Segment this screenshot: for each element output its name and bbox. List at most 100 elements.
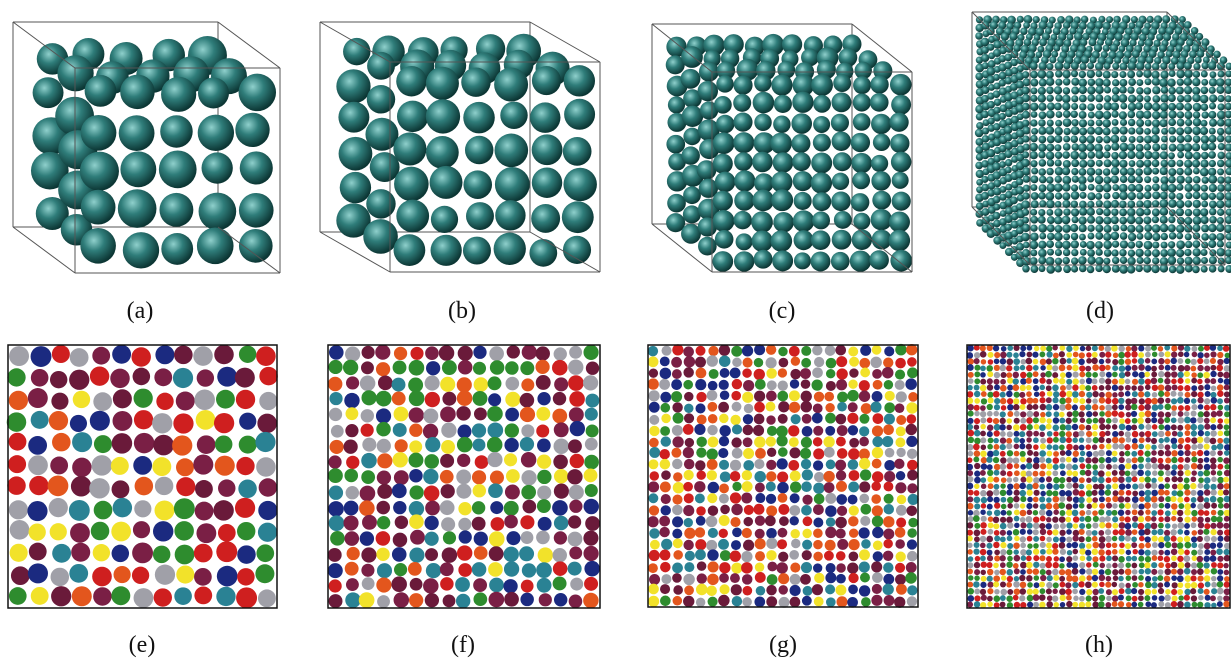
sphere [1168, 160, 1176, 168]
particle [967, 385, 973, 391]
particle [836, 551, 846, 561]
particle [392, 378, 406, 392]
particle [1106, 464, 1112, 470]
particle [813, 426, 823, 436]
particle [218, 524, 236, 542]
particle [1138, 516, 1144, 522]
sphere [1136, 127, 1144, 135]
particle [1039, 602, 1045, 608]
particle [882, 584, 893, 595]
particle [1007, 497, 1014, 504]
particle [986, 543, 992, 549]
particle [1026, 385, 1032, 391]
sphere [1201, 224, 1209, 232]
sphere [1095, 168, 1102, 175]
particle [684, 493, 694, 503]
particle [1165, 542, 1171, 548]
particle [1139, 569, 1145, 575]
particle [847, 413, 858, 424]
particle [993, 523, 999, 529]
particle [1052, 589, 1057, 594]
particle [895, 527, 906, 538]
particle [1124, 351, 1130, 357]
particle [1158, 404, 1164, 410]
particle [48, 475, 69, 496]
sphere [668, 96, 685, 113]
particle [1198, 458, 1204, 464]
particle [1033, 437, 1039, 443]
sphere [1137, 257, 1144, 264]
particle [328, 360, 342, 374]
particle [648, 346, 658, 356]
sphere [1143, 69, 1152, 78]
particle [1158, 371, 1164, 377]
particle [1126, 425, 1132, 431]
particle [1046, 411, 1052, 417]
sphere [1071, 191, 1080, 200]
particle [49, 498, 68, 517]
sphere [734, 191, 754, 211]
particle [1223, 601, 1230, 608]
particle [981, 497, 987, 503]
particle [329, 515, 345, 531]
particle [974, 569, 980, 575]
particle [1033, 359, 1039, 365]
particle [1184, 589, 1190, 595]
particle [1144, 451, 1150, 457]
sphere [1046, 265, 1055, 274]
particle [1216, 365, 1223, 372]
particle [1151, 398, 1158, 405]
particle [1093, 411, 1098, 416]
particle [156, 393, 173, 410]
particle [425, 532, 439, 546]
particle [1177, 378, 1183, 384]
sphere [365, 118, 398, 151]
sphere [872, 191, 891, 210]
particle [683, 596, 694, 607]
particle [1027, 510, 1033, 516]
particle [967, 496, 973, 502]
sphere [339, 137, 373, 171]
particle [706, 540, 717, 551]
sphere [1208, 111, 1216, 119]
particle [110, 369, 130, 389]
particle [1203, 556, 1209, 562]
sphere [1079, 136, 1087, 144]
particle [988, 397, 994, 403]
particle [174, 521, 194, 541]
particle [1164, 378, 1170, 384]
particle [1065, 582, 1071, 588]
particle [1118, 556, 1125, 563]
particle [967, 457, 973, 463]
sphere [1038, 87, 1046, 95]
particle [155, 501, 175, 521]
particle [1059, 563, 1065, 569]
particle [1078, 490, 1085, 497]
particle [216, 587, 235, 606]
particle [1164, 437, 1170, 443]
sphere [1071, 184, 1078, 191]
particle [1032, 483, 1038, 489]
sphere [1193, 63, 1200, 70]
particle [1053, 378, 1059, 384]
particle [872, 505, 883, 516]
particle [672, 562, 683, 573]
particle [719, 515, 730, 526]
particle [672, 505, 683, 516]
sphere [1128, 62, 1137, 71]
particle [1052, 470, 1058, 476]
particle [684, 562, 694, 572]
particle [1204, 549, 1210, 555]
particle [1093, 562, 1099, 568]
particle [1027, 411, 1034, 418]
particle [1119, 372, 1125, 378]
particle [683, 540, 693, 550]
particle [766, 415, 775, 424]
particle [993, 411, 999, 417]
particle [974, 450, 981, 457]
particle [1217, 601, 1223, 607]
particle [1132, 522, 1138, 528]
sphere [774, 95, 792, 113]
sphere [1209, 87, 1216, 94]
particle [1020, 365, 1025, 370]
